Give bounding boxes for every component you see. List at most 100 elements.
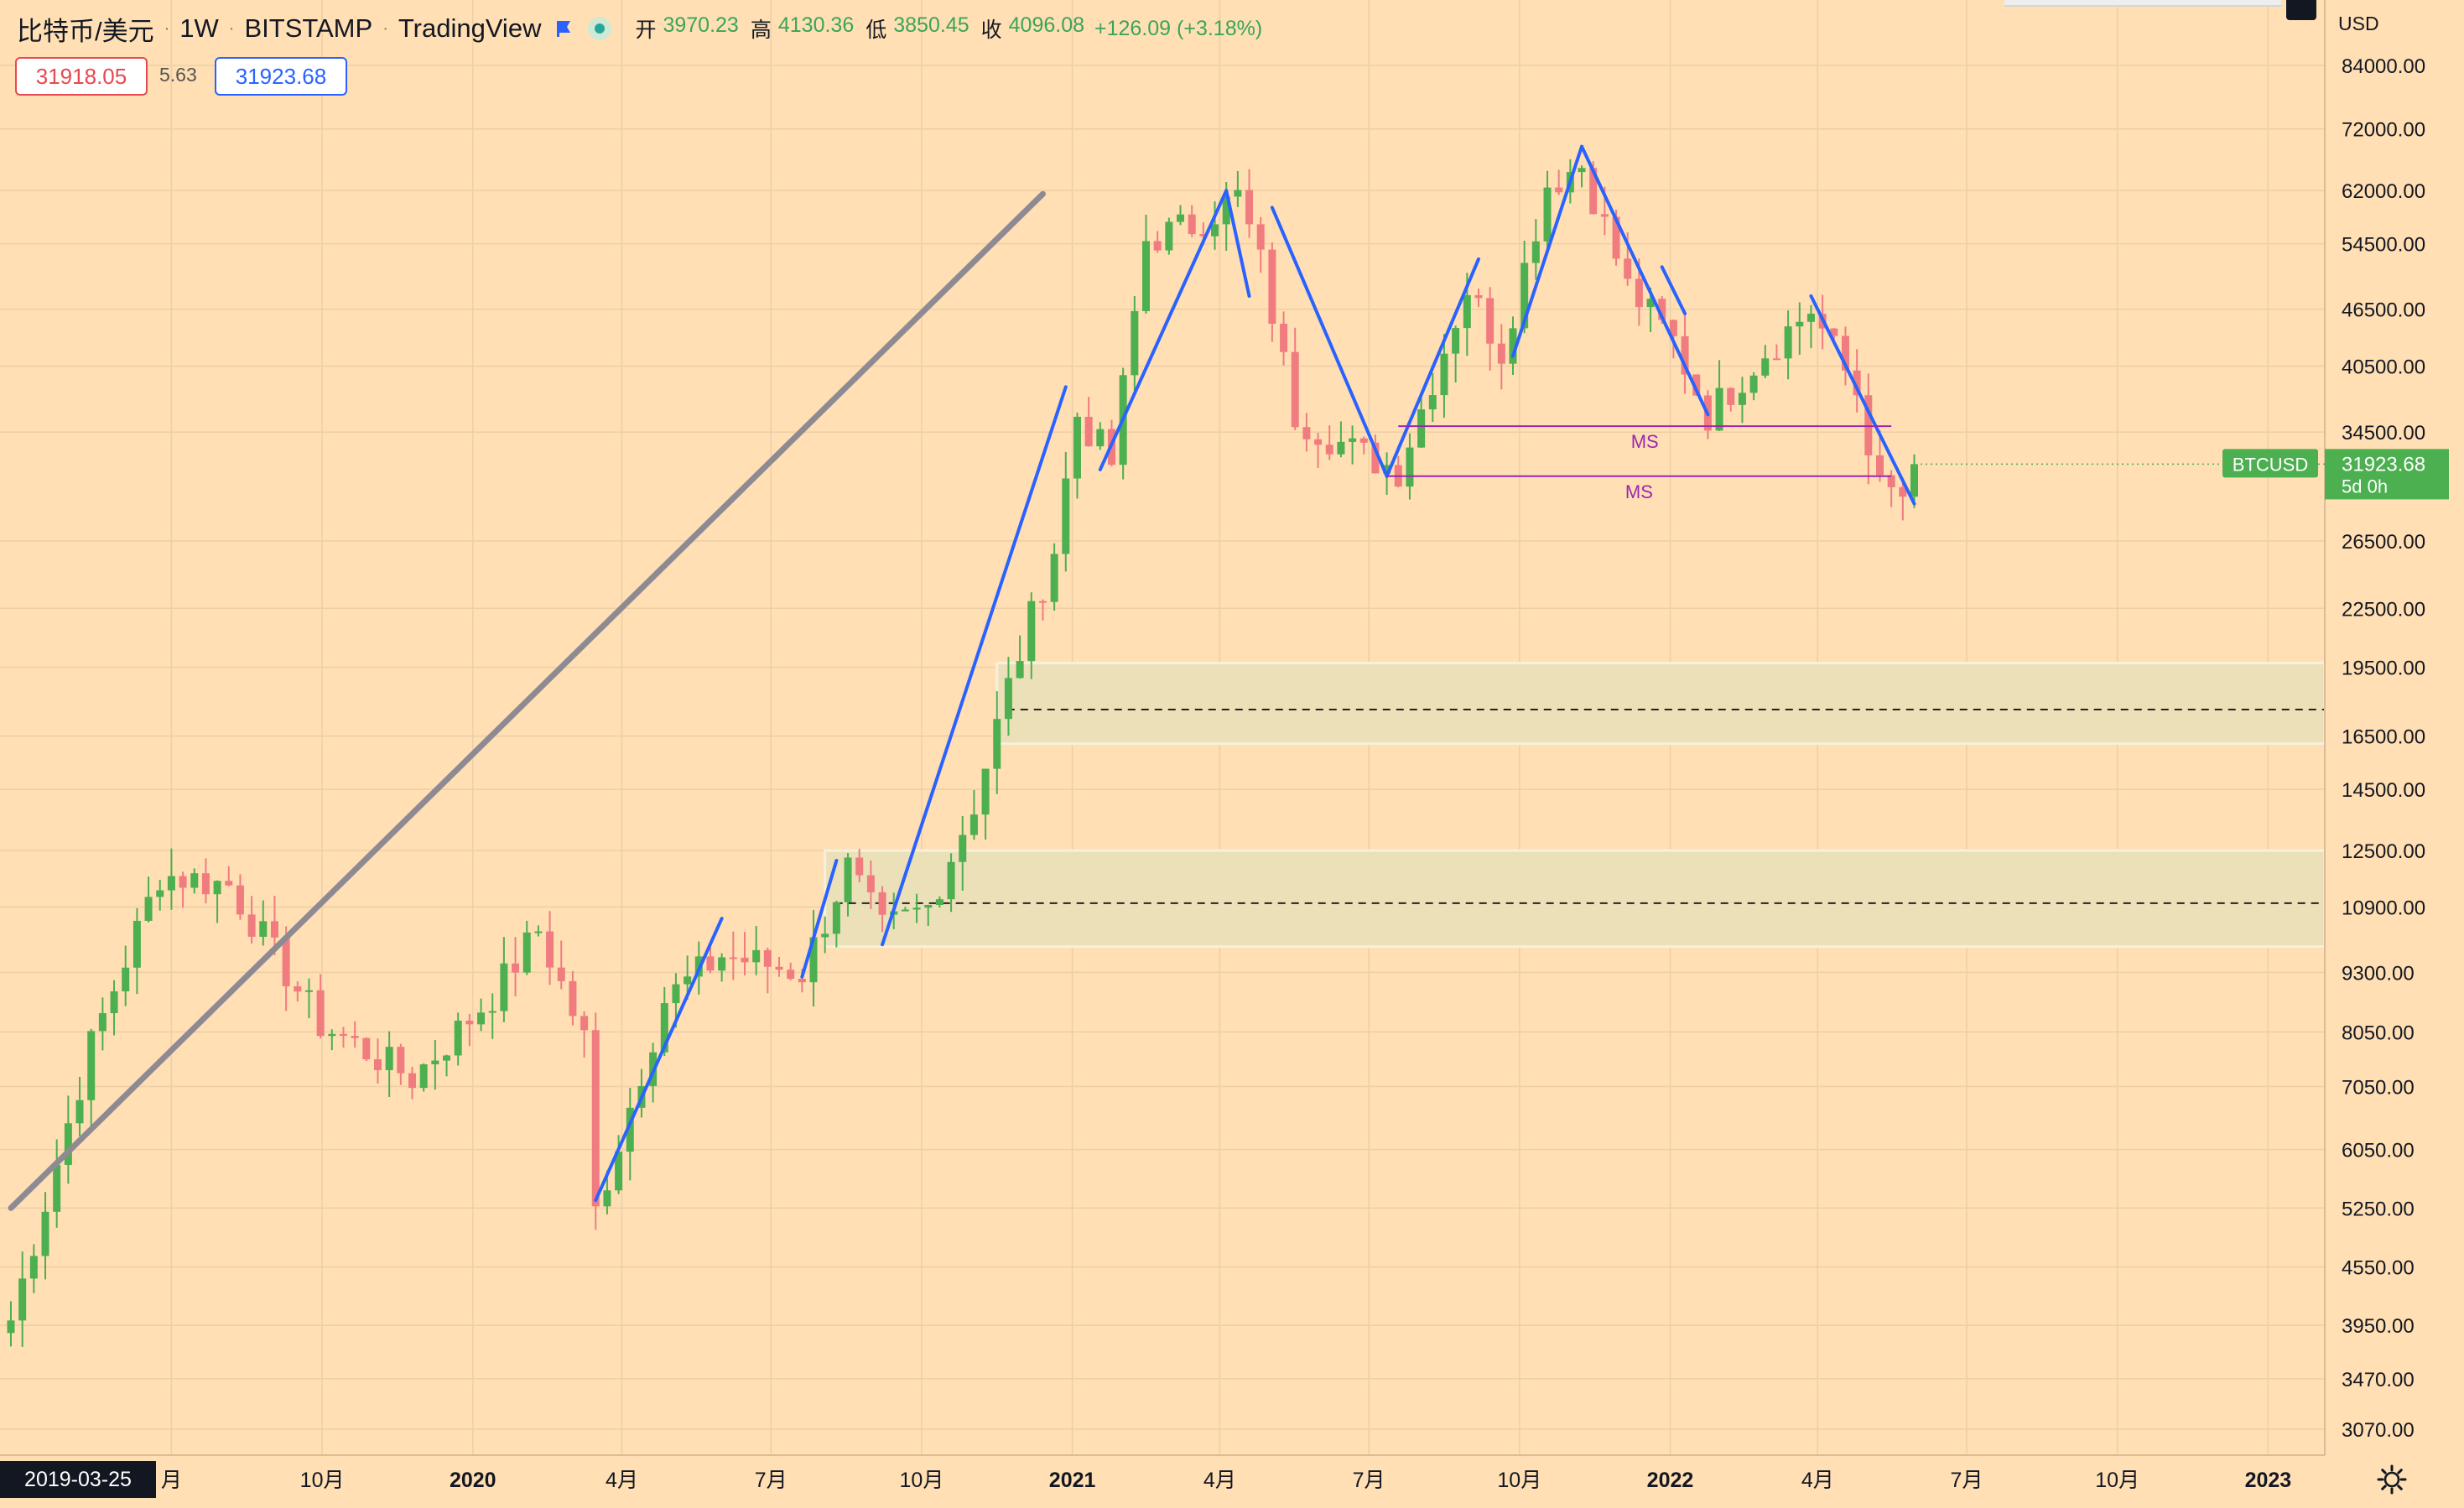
candle-body [75,1100,84,1124]
symbol-name[interactable]: 比特币/美元 [17,16,154,46]
candle-body [1646,299,1655,308]
candle-body [1234,190,1242,197]
candle [477,998,486,1032]
candle [465,1013,474,1047]
candle [1131,295,1139,391]
time-tick-label: 10月 [1497,1469,1541,1492]
candle [1188,205,1196,237]
candle [1142,215,1150,315]
candle [1349,425,1357,465]
candle [1280,311,1288,366]
candle-body [1073,416,1081,479]
candle [1428,372,1437,423]
candle-body [190,873,199,888]
candle [1177,205,1185,226]
candle [580,1011,589,1058]
candle-body [385,1047,393,1070]
candle-body [1245,190,1254,225]
market-status-icon[interactable] [588,17,612,40]
candle-body [787,970,795,979]
candle [1234,170,1242,207]
maximize-icon[interactable] [2286,0,2316,20]
candle-body [179,876,187,888]
candle-body [247,914,256,937]
candle [385,1031,393,1097]
candle-body [1910,464,1919,497]
candle-body [1038,601,1047,603]
candle-body [156,890,164,897]
candle-body [1349,438,1357,442]
candle-body [1188,214,1196,235]
sell-price-button[interactable]: 31918.05 [15,57,148,96]
time-tick-label: 2020 [450,1469,496,1492]
candle-body [1669,320,1677,336]
buy-price-button[interactable]: 31923.68 [215,57,347,96]
candle-body [419,1063,428,1089]
candle-body [1084,416,1093,447]
price-tick-label: 8050.00 [2342,1022,2415,1044]
candle-body [1371,442,1380,474]
candle [1371,434,1380,474]
price-tick-label: 10900.00 [2342,897,2425,919]
candle [1440,334,1448,419]
candle [912,893,921,923]
candle [1073,413,1081,499]
price-tick-label: 62000.00 [2342,180,2425,203]
candle [1325,425,1333,460]
floating-toolbar-edge [2004,0,2281,7]
candle-body [763,949,772,967]
candle [179,871,187,908]
candle [190,868,199,894]
candle-body [1062,478,1070,554]
candle-body [798,978,806,983]
candle [1715,360,1723,431]
trend-line [1580,144,1710,417]
interval-label[interactable]: 1W [179,13,219,43]
candle [1245,169,1254,238]
candle-body [373,1058,382,1070]
candle-body [947,861,955,900]
candle [144,876,153,923]
price-tick-label: 22500.00 [2342,598,2425,621]
candle [1681,311,1689,394]
candle [316,974,325,1039]
candle [878,886,886,933]
candle-body [1337,441,1345,455]
candle-body [512,963,520,973]
candle [1050,543,1058,611]
candle [110,980,118,1036]
candle-body [522,932,531,973]
candle-body [969,814,978,835]
candle-body [1578,168,1586,173]
candle [1910,454,1919,508]
candle-body [935,899,943,905]
candle-body [569,980,577,1017]
supply-demand-zone [995,662,2326,746]
flag-icon[interactable] [554,19,573,38]
time-tick-label: 月 [161,1469,182,1492]
symbol-badge-label: BTCUSD [2233,454,2308,475]
candle [1084,397,1093,447]
separator: · [382,18,388,38]
candle [626,1088,634,1181]
candle-body [1142,241,1150,311]
exchange-label: BITSTAMP [244,13,373,43]
candle [1165,217,1173,255]
candle [1256,216,1265,273]
candle-body [1543,187,1552,242]
gear-icon[interactable] [2375,1463,2409,1496]
symbol-badge [2222,449,2318,478]
candle [1406,433,1414,500]
candle [247,896,256,944]
trend-line [800,859,839,979]
candle [1337,421,1345,458]
candle-body [878,892,886,915]
candle-body [672,984,680,1004]
candle-body [500,963,508,1011]
high-label: 高 [750,18,772,42]
price-axis [2325,0,2464,1508]
candle [1211,201,1219,250]
candle-body [1486,298,1495,344]
time-tick-label: 2021 [1049,1469,1096,1492]
